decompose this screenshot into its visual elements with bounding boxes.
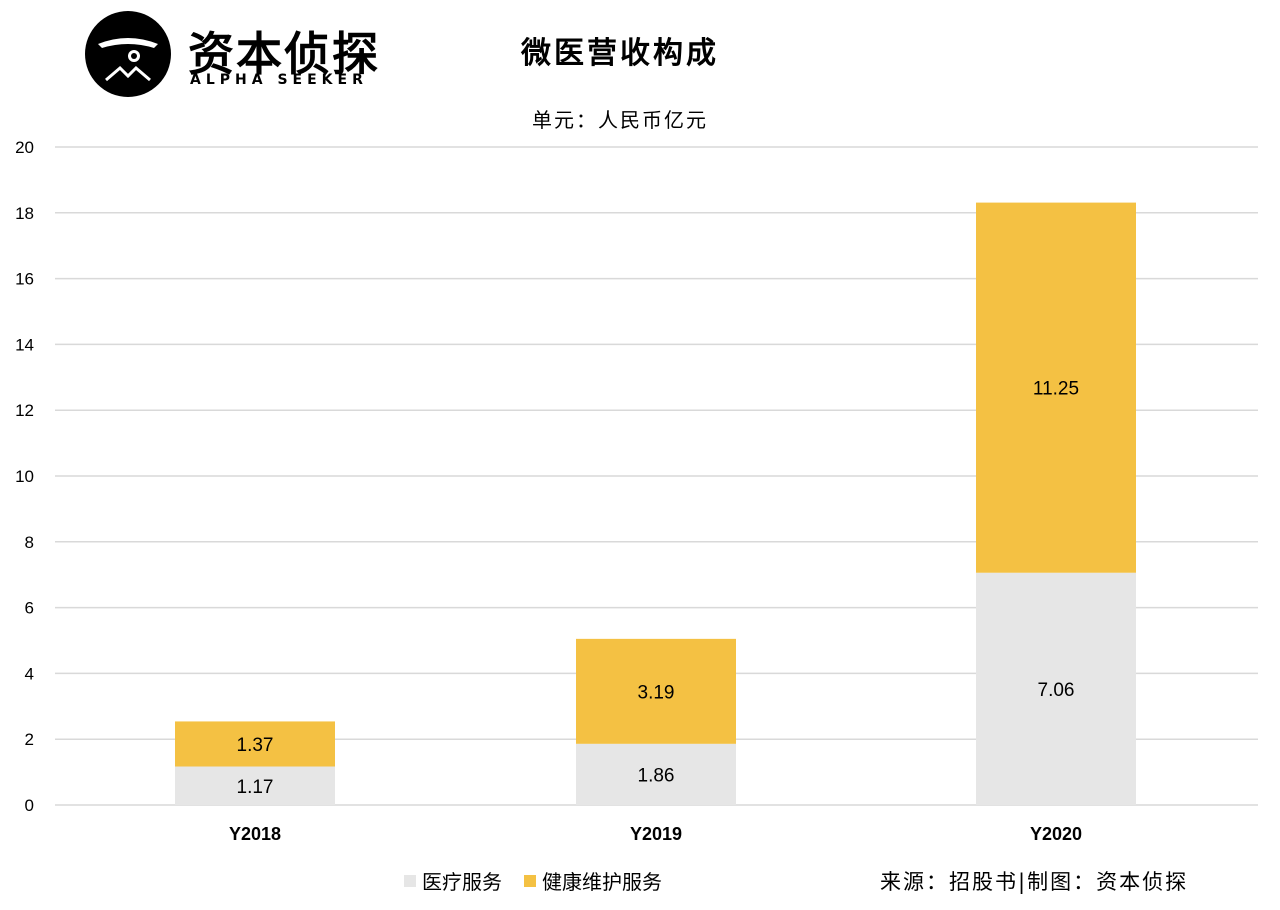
x-tick-label: Y2018	[229, 824, 281, 844]
bar-segment	[576, 743, 736, 805]
y-tick-label: 8	[25, 533, 34, 552]
legend-swatch-medical	[404, 874, 416, 887]
logo-chinese-text: 资本侦探	[188, 27, 380, 81]
bar-segment	[175, 721, 335, 767]
x-tick-label: Y2020	[1030, 824, 1082, 844]
y-tick-label: 16	[15, 270, 34, 289]
y-tick-label: 2	[25, 730, 34, 749]
legend-item-medical: 医疗服务	[404, 866, 502, 895]
bar-segment	[976, 202, 1136, 573]
chart-title: 微医营收构成	[521, 36, 719, 71]
brand-logo: 资本侦探 ALPHA SEEKER	[84, 10, 384, 100]
data-label: 1.86	[638, 765, 675, 786]
y-tick-label: 12	[15, 401, 34, 420]
y-tick-label: 20	[15, 138, 34, 157]
bar-segment	[576, 638, 736, 744]
data-label: 7.06	[1038, 680, 1075, 701]
legend-label-health: 健康维护服务	[542, 870, 662, 894]
bar-segment	[175, 766, 335, 805]
y-tick-label: 4	[25, 664, 34, 683]
data-label: 11.25	[1033, 379, 1079, 400]
bar-segment	[976, 572, 1136, 805]
y-tick-label: 10	[15, 467, 34, 486]
stacked-bar-chart: 0 2 4 6 8 10 12 14 16 18 20 1.17 1.37 Y2018 1.86 3.19 Y2…	[15, 138, 1258, 844]
legend-swatch-health	[524, 874, 536, 887]
y-tick-label: 6	[25, 599, 34, 618]
detective-logo-icon	[85, 11, 171, 97]
x-tick-label: Y2019	[630, 824, 682, 844]
legend-item-health: 健康维护服务	[524, 866, 662, 895]
source-note: 来源：招股书|制图：资本侦探	[880, 870, 1189, 894]
data-label: 1.37	[237, 735, 274, 756]
data-label: 1.17	[237, 777, 274, 798]
legend-label-medical: 医疗服务	[422, 870, 502, 894]
data-label: 3.19	[638, 682, 675, 703]
y-tick-label: 14	[15, 335, 34, 354]
chart-legend: 医疗服务 健康维护服务	[404, 866, 684, 895]
y-tick-label: 18	[15, 204, 34, 223]
chart-subtitle: 单元：人民币亿元	[532, 108, 708, 132]
logo-english-text: ALPHA SEEKER	[190, 72, 368, 88]
y-tick-label: 0	[25, 796, 34, 815]
